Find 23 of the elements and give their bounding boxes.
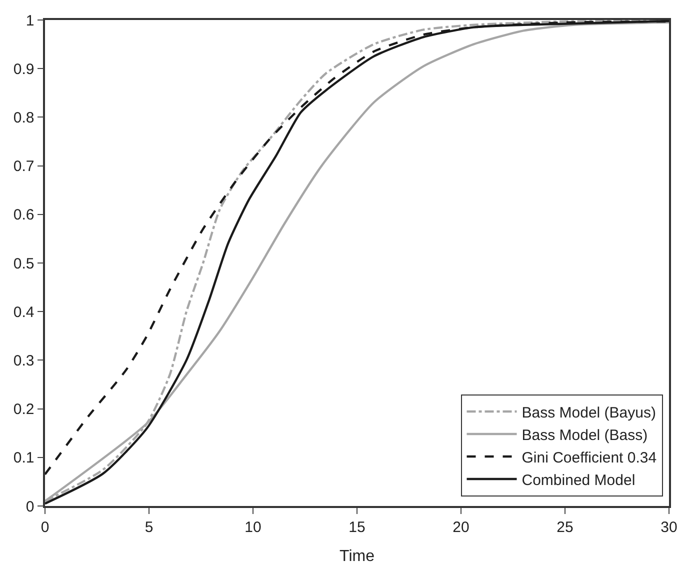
- y-tick-label: 0.4: [13, 304, 34, 321]
- x-tick-label: 15: [348, 518, 366, 536]
- x-tick-label: 0: [40, 518, 50, 536]
- legend-label: Bass Model (Bayus): [522, 404, 656, 422]
- x-tick-label: 10: [244, 518, 262, 536]
- y-tick-label: 1: [26, 12, 34, 30]
- legend-label: Combined Model: [522, 472, 636, 489]
- y-tick-label: 0.7: [13, 158, 34, 176]
- legend-label: Bass Model (Bass): [522, 426, 648, 444]
- legend-label: Gini Coefficient 0.34: [522, 449, 657, 466]
- y-tick-label: 0.2: [13, 401, 34, 418]
- y-tick-label: 0.5: [13, 255, 34, 272]
- y-tick-label: 0.1: [13, 450, 34, 467]
- y-tick-label: 0.3: [13, 352, 34, 370]
- x-tick-label: 20: [452, 518, 470, 536]
- y-tick-label: 0.6: [13, 206, 34, 224]
- x-axis-title: Time: [340, 548, 375, 565]
- x-tick-label: 30: [660, 518, 678, 536]
- x-tick-label: 25: [556, 518, 574, 536]
- y-tick-label: 0.9: [13, 60, 34, 78]
- y-tick-label: 0.8: [13, 109, 34, 126]
- y-tick-label: 0: [26, 498, 34, 516]
- x-tick-label: 5: [144, 518, 154, 536]
